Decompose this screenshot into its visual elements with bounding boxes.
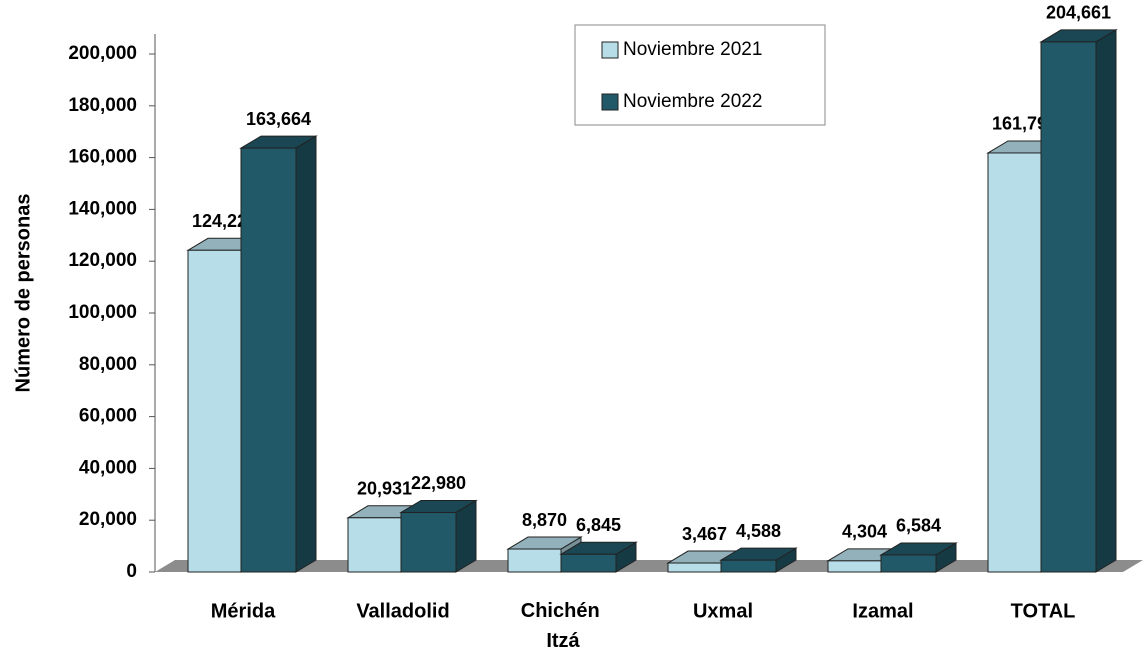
- value-label: 163,664: [246, 109, 311, 129]
- value-label: 22,980: [411, 473, 466, 493]
- legend-label: Noviembre 2021: [623, 39, 762, 60]
- value-label: 8,870: [522, 510, 567, 530]
- legend-swatch: [601, 93, 619, 111]
- bar-side: [1095, 29, 1117, 573]
- legend-swatch: [601, 41, 619, 59]
- y-tick-label: 140,000: [68, 198, 137, 219]
- bar: [879, 542, 958, 573]
- bar-front: [240, 147, 297, 573]
- y-tick-label: 60,000: [79, 406, 137, 427]
- bar-front: [880, 554, 937, 573]
- bar-side: [295, 135, 317, 573]
- bar-front: [400, 511, 457, 573]
- value-label: 6,845: [576, 515, 621, 535]
- bar-front: [1040, 41, 1097, 573]
- x-tick-label: Chichén Itzá: [521, 600, 605, 652]
- bar-front: [507, 548, 562, 573]
- y-tick-label: 0: [126, 561, 137, 582]
- y-tick-label: 120,000: [68, 250, 137, 271]
- bar-front: [667, 562, 722, 573]
- value-label: 3,467: [682, 524, 727, 544]
- x-tick-label: Uxmal: [693, 600, 753, 622]
- value-label: 20,931: [357, 479, 412, 499]
- x-tick-label: TOTAL: [1011, 600, 1076, 622]
- bar-front: [987, 152, 1042, 573]
- y-tick-label: 100,000: [68, 302, 137, 323]
- bar-front: [187, 249, 242, 573]
- bar: [559, 541, 638, 573]
- y-tick-label: 40,000: [79, 457, 137, 478]
- bar-front: [560, 553, 617, 573]
- bar: [1039, 29, 1118, 573]
- bar: [239, 135, 318, 573]
- y-axis-title: Número de personas: [12, 194, 34, 393]
- bar: [719, 547, 798, 573]
- value-label: 6,584: [896, 516, 941, 536]
- y-tick-label: 80,000: [79, 354, 137, 375]
- bar-front: [347, 517, 402, 573]
- x-tick-label: Izamal: [852, 600, 913, 622]
- y-tick-label: 180,000: [68, 95, 137, 116]
- y-tick-label: 160,000: [68, 147, 137, 168]
- x-tick-label: Mérida: [211, 600, 276, 622]
- bar-front: [720, 559, 777, 573]
- y-tick-label: 20,000: [79, 509, 137, 530]
- x-tick-label: Valladolid: [356, 600, 449, 622]
- legend-label: Noviembre 2022: [623, 91, 762, 112]
- value-label: 4,588: [736, 521, 781, 541]
- value-label: 4,304: [842, 522, 887, 542]
- y-tick-label: 200,000: [68, 43, 137, 64]
- value-label: 204,661: [1046, 3, 1111, 23]
- bar-front: [827, 560, 882, 573]
- bar: [399, 499, 478, 573]
